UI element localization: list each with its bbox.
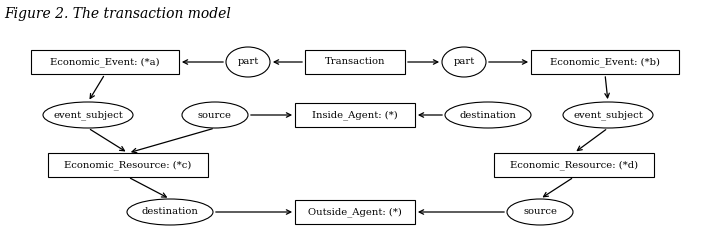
Ellipse shape (182, 102, 248, 128)
Text: Economic_Event: (*a): Economic_Event: (*a) (51, 57, 160, 67)
Text: event_subject: event_subject (573, 110, 643, 120)
Text: Transaction: Transaction (325, 58, 386, 67)
Text: Economic_Event: (*b): Economic_Event: (*b) (550, 57, 660, 67)
Text: Economic_Resource: (*c): Economic_Resource: (*c) (64, 160, 191, 170)
Ellipse shape (563, 102, 653, 128)
Text: Figure 2. The transaction model: Figure 2. The transaction model (4, 7, 231, 21)
Ellipse shape (442, 47, 486, 77)
Text: part: part (453, 58, 474, 67)
Ellipse shape (226, 47, 270, 77)
Text: Inside_Agent: (*): Inside_Agent: (*) (312, 110, 398, 120)
Text: Economic_Resource: (*d): Economic_Resource: (*d) (510, 160, 638, 170)
Text: Outside_Agent: (*): Outside_Agent: (*) (308, 207, 402, 217)
Ellipse shape (507, 199, 573, 225)
Ellipse shape (43, 102, 133, 128)
Text: source: source (198, 110, 232, 119)
FancyBboxPatch shape (295, 200, 415, 224)
FancyBboxPatch shape (531, 50, 679, 74)
Ellipse shape (127, 199, 213, 225)
Ellipse shape (445, 102, 531, 128)
FancyBboxPatch shape (295, 103, 415, 127)
Text: destination: destination (142, 207, 199, 216)
FancyBboxPatch shape (48, 153, 208, 177)
Text: source: source (523, 207, 557, 216)
Text: part: part (238, 58, 258, 67)
Text: destination: destination (460, 110, 516, 119)
FancyBboxPatch shape (31, 50, 179, 74)
FancyBboxPatch shape (494, 153, 654, 177)
Text: event_subject: event_subject (53, 110, 123, 120)
FancyBboxPatch shape (305, 50, 405, 74)
